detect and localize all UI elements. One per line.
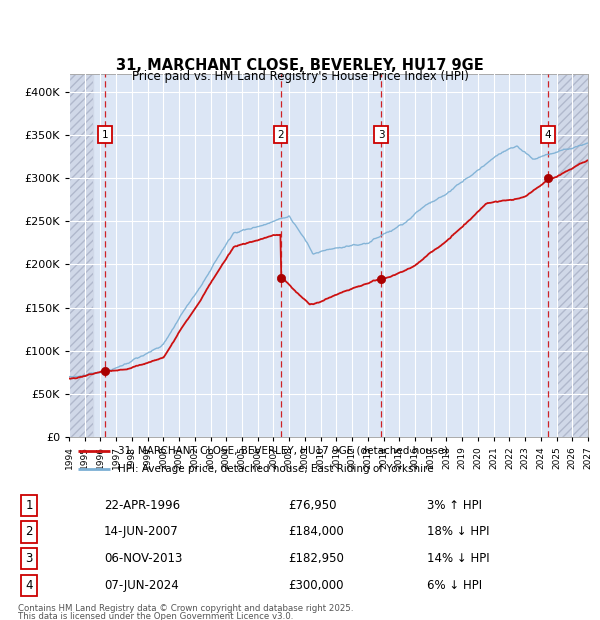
Text: 14-JUN-2007: 14-JUN-2007 — [104, 526, 179, 538]
Text: 2: 2 — [26, 526, 33, 538]
Text: 1: 1 — [26, 499, 33, 512]
Text: 14% ↓ HPI: 14% ↓ HPI — [427, 552, 490, 565]
Text: HPI: Average price, detached house, East Riding of Yorkshire: HPI: Average price, detached house, East… — [119, 464, 434, 474]
Text: Price paid vs. HM Land Registry's House Price Index (HPI): Price paid vs. HM Land Registry's House … — [131, 71, 469, 83]
Text: Contains HM Land Registry data © Crown copyright and database right 2025.: Contains HM Land Registry data © Crown c… — [18, 604, 353, 613]
Text: 2: 2 — [277, 130, 284, 140]
Text: £182,950: £182,950 — [289, 552, 344, 565]
Text: £76,950: £76,950 — [289, 499, 337, 512]
Bar — [69, 74, 92, 437]
Text: 6% ↓ HPI: 6% ↓ HPI — [427, 578, 482, 591]
Text: 18% ↓ HPI: 18% ↓ HPI — [427, 526, 489, 538]
Text: 07-JUN-2024: 07-JUN-2024 — [104, 578, 179, 591]
Text: This data is licensed under the Open Government Licence v3.0.: This data is licensed under the Open Gov… — [18, 612, 293, 620]
Bar — [557, 74, 588, 437]
Text: 3% ↑ HPI: 3% ↑ HPI — [427, 499, 482, 512]
Text: £184,000: £184,000 — [289, 526, 344, 538]
Text: 06-NOV-2013: 06-NOV-2013 — [104, 552, 182, 565]
Text: 31, MARCHANT CLOSE, BEVERLEY, HU17 9GE: 31, MARCHANT CLOSE, BEVERLEY, HU17 9GE — [116, 58, 484, 73]
Text: 3: 3 — [26, 552, 33, 565]
Text: 31, MARCHANT CLOSE, BEVERLEY, HU17 9GE (detached house): 31, MARCHANT CLOSE, BEVERLEY, HU17 9GE (… — [119, 446, 449, 456]
Text: 3: 3 — [378, 130, 385, 140]
Text: 1: 1 — [102, 130, 109, 140]
Text: 4: 4 — [544, 130, 551, 140]
Text: 22-APR-1996: 22-APR-1996 — [104, 499, 180, 512]
Text: £300,000: £300,000 — [289, 578, 344, 591]
Text: 4: 4 — [26, 578, 33, 591]
